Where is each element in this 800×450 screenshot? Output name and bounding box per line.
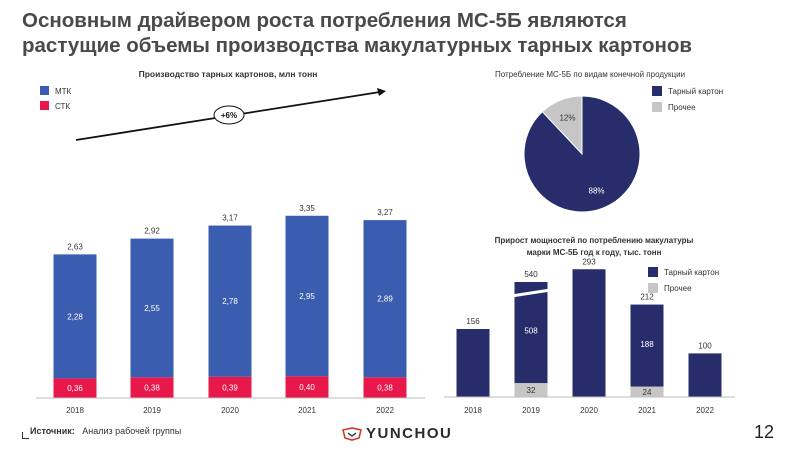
bar-mtk-2019 — [130, 238, 174, 378]
data-label-stk-2022: 0,38 — [377, 384, 393, 393]
logo-icon — [342, 426, 362, 441]
bar-stk-2019 — [130, 377, 174, 398]
x-tick-2020: 2020 — [221, 406, 239, 415]
x-tick-2019: 2019 — [143, 406, 161, 415]
growth-annotation: +6% — [221, 111, 237, 120]
bar-mtk-2022 — [363, 220, 407, 378]
bar-main-2021 — [630, 304, 664, 387]
x-tick-2018: 2018 — [66, 406, 84, 415]
bar-stk-2022 — [363, 377, 407, 398]
pie-legend-swatch-1 — [652, 86, 662, 96]
capacity-x-tick-2020: 2020 — [580, 406, 598, 415]
corner-mark — [22, 432, 29, 439]
bar-main-2019 — [514, 282, 548, 384]
legend-label-1: МТК — [55, 87, 72, 96]
capacity-legend-swatch-2 — [648, 283, 658, 293]
bar-stk-2021 — [285, 376, 329, 398]
capacity-legend-swatch-1 — [648, 267, 658, 277]
capacity-x-tick-2018: 2018 — [464, 406, 482, 415]
data-label-mtk-2020: 2,78 — [222, 297, 238, 306]
pie-legend-label-1: Тарный картон — [668, 87, 723, 96]
bar-stk-2018 — [53, 378, 97, 398]
bar-mtk-2018 — [53, 254, 97, 379]
bar-main-2022 — [688, 353, 722, 397]
capacity-total-2019: 540 — [524, 270, 538, 279]
data-label-mtk-2021: 2,95 — [299, 292, 315, 301]
bar-mtk-2020 — [208, 225, 252, 377]
legend-label-2: СТК — [55, 102, 70, 111]
data-label-other-2021: 24 — [643, 388, 652, 397]
slide-title-line-2: растущие объемы производства макулатурны… — [22, 34, 693, 57]
legend-swatch-2 — [40, 101, 49, 110]
x-tick-2022: 2022 — [376, 406, 394, 415]
slide-title-line-1: Основным драйвером роста потребления МС-… — [22, 9, 627, 32]
slide-title: Основным драйвером роста потребления МС-… — [22, 8, 782, 58]
capacity-total-2018: 156 — [466, 317, 480, 326]
pie-slice-main — [523, 95, 641, 213]
data-label-stk-2018: 0,36 — [67, 384, 83, 393]
capacity-legend-label-1: Тарный картон — [664, 268, 719, 277]
page-number: 12 — [753, 422, 774, 442]
growth-annotation-bubble — [213, 105, 245, 125]
data-label-mtk-2018: 2,28 — [67, 312, 83, 321]
data-label-stk-2021: 0,40 — [299, 383, 315, 392]
pie-title: Потребление МС-5Б по видам конечной прод… — [495, 70, 685, 79]
chart-title: Производство тарных картонов, млн тонн — [139, 69, 318, 79]
bar-mtk-2021 — [285, 215, 329, 377]
pie-legend-swatch-2 — [652, 102, 662, 112]
data-label-stk-2019: 0,38 — [144, 384, 160, 393]
production-chart: Производство тарных картонов, млн тонн МТ… — [36, 69, 425, 415]
total-label-2021: 3,35 — [299, 204, 315, 213]
total-label-2022: 3,27 — [377, 208, 393, 217]
pie-label-main: 88% — [589, 187, 605, 196]
capacity-total-2020: 293 — [582, 257, 596, 266]
growth-arrow-head — [377, 88, 386, 96]
capacity-x-tick-2021: 2021 — [638, 406, 656, 415]
total-label-2018: 2,63 — [67, 242, 83, 251]
source-note: Источник: Анализ рабочей группы — [30, 426, 181, 436]
data-label-mtk-2022: 2,89 — [377, 295, 393, 304]
capacity-total-2022: 100 — [698, 341, 712, 350]
company-logo: YUNCHOU — [342, 425, 452, 442]
x-tick-2021: 2021 — [298, 406, 316, 415]
total-label-2019: 2,92 — [144, 227, 160, 236]
source-label: Источник: — [30, 426, 75, 436]
bar-other-2019 — [514, 383, 548, 397]
pie-label-other: 12% — [559, 113, 575, 122]
legend-swatch-1 — [40, 86, 49, 95]
capacity-title-line-1: Прирост мощностей по потреблению макулат… — [495, 236, 694, 245]
bar-other-2021 — [630, 386, 664, 397]
data-label-mtk-2019: 2,55 — [144, 304, 160, 313]
total-label-2020: 3,17 — [222, 214, 238, 223]
logo-text: YUNCHOU — [366, 425, 453, 442]
pie-legend-label-2: Прочее — [668, 103, 696, 112]
bar-stk-2020 — [208, 376, 252, 398]
data-label-main-2021: 188 — [640, 340, 654, 349]
capacity-total-2021: 212 — [640, 293, 654, 302]
capacity-legend-label-2: Прочее — [664, 284, 692, 293]
bar-main-2020 — [572, 269, 606, 397]
capacity-title-line-2: марки МС-5Б год к году, тыс. тонн — [527, 248, 662, 257]
data-label-main-2019: 508 — [524, 327, 538, 336]
data-label-other-2019: 32 — [527, 386, 536, 395]
capacity-x-tick-2022: 2022 — [696, 406, 714, 415]
consumption-pie-chart: Потребление МС-5Б по видам конечной прод… — [495, 70, 723, 213]
capacity-growth-chart: Прирост мощностей по потреблению макулат… — [444, 236, 735, 415]
axis-break-mark — [511, 288, 551, 298]
bar-main-2018 — [456, 328, 490, 397]
source-text: Анализ рабочей группы — [82, 426, 182, 436]
capacity-x-tick-2019: 2019 — [522, 406, 540, 415]
data-label-stk-2020: 0,39 — [222, 383, 238, 392]
